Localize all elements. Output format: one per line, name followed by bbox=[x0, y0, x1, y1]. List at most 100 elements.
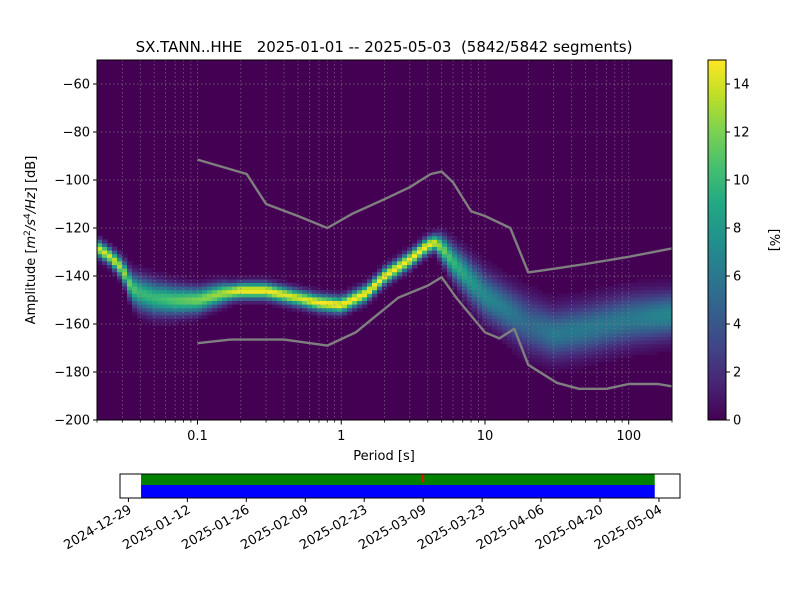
heat-cell bbox=[147, 297, 153, 301]
heat-cell bbox=[497, 282, 503, 287]
heat-cell bbox=[172, 286, 178, 291]
heat-cell bbox=[157, 286, 163, 291]
heat-cell bbox=[202, 279, 208, 283]
heat-cell bbox=[132, 279, 138, 283]
heat-cell bbox=[617, 322, 623, 327]
heat-cell bbox=[522, 343, 528, 348]
heat-cell bbox=[542, 361, 548, 366]
heat-cell bbox=[532, 293, 538, 298]
heat-cell bbox=[147, 311, 153, 316]
heat-cell bbox=[512, 293, 518, 298]
heat-cell bbox=[137, 311, 143, 316]
heat-cell bbox=[292, 286, 298, 291]
heat-cell bbox=[237, 275, 243, 280]
heat-cell bbox=[507, 315, 513, 319]
heat-cell bbox=[217, 279, 223, 283]
heat-cell bbox=[552, 333, 558, 337]
heat-cell bbox=[302, 289, 308, 294]
heat-cell bbox=[417, 243, 423, 247]
heat-cell bbox=[502, 322, 508, 327]
heat-cell bbox=[667, 336, 672, 341]
heat-cell bbox=[632, 315, 638, 319]
heat-cell bbox=[567, 358, 573, 363]
high-noise-model-curve bbox=[197, 158, 672, 274]
heat-cell bbox=[347, 307, 353, 312]
heat-cell bbox=[127, 289, 133, 294]
heat-cell bbox=[507, 279, 513, 283]
heat-cell bbox=[602, 336, 608, 341]
heat-cell bbox=[367, 275, 373, 280]
heat-cell bbox=[277, 282, 283, 287]
heat-cell bbox=[537, 315, 543, 319]
heat-cell bbox=[597, 300, 603, 305]
heat-cell bbox=[612, 304, 618, 309]
heat-cell bbox=[397, 250, 403, 255]
heat-cell bbox=[647, 325, 653, 330]
heat-cell bbox=[592, 343, 598, 348]
y-tick-label: −80 bbox=[63, 126, 90, 141]
heat-cell bbox=[512, 304, 518, 309]
heat-cell bbox=[452, 279, 458, 283]
heat-cell bbox=[472, 261, 478, 265]
heat-cell bbox=[627, 282, 633, 287]
heat-cell bbox=[117, 271, 123, 276]
heat-cell bbox=[327, 289, 333, 294]
heat-cell bbox=[142, 275, 148, 280]
heat-cell bbox=[522, 333, 528, 337]
heat-cell bbox=[587, 361, 593, 366]
heat-cell bbox=[512, 279, 518, 283]
heat-cell bbox=[647, 307, 653, 312]
heat-cell bbox=[422, 239, 428, 244]
heat-cell bbox=[627, 347, 633, 352]
heat-cell bbox=[497, 311, 503, 316]
heat-cell bbox=[612, 340, 618, 345]
heat-cell bbox=[557, 311, 563, 316]
heat-cell bbox=[137, 286, 143, 291]
heat-cell bbox=[662, 286, 668, 291]
heat-cell bbox=[262, 286, 268, 291]
heat-cell bbox=[502, 271, 508, 276]
heat-cell bbox=[637, 315, 643, 319]
heat-cell bbox=[637, 293, 643, 298]
heat-cell bbox=[147, 286, 153, 291]
heat-cell bbox=[397, 253, 403, 258]
heat-cell bbox=[367, 286, 373, 291]
heat-cell bbox=[387, 268, 393, 273]
heat-cell bbox=[132, 297, 138, 301]
heat-cell bbox=[582, 358, 588, 363]
heat-cell bbox=[472, 282, 478, 287]
heat-cell bbox=[357, 300, 363, 305]
heat-cell bbox=[457, 243, 463, 247]
heat-cell bbox=[357, 304, 363, 309]
heat-cell bbox=[632, 336, 638, 341]
heat-cell bbox=[237, 293, 243, 298]
heat-cell bbox=[492, 279, 498, 283]
heat-cell bbox=[652, 297, 658, 301]
heat-cell bbox=[597, 307, 603, 312]
heat-cell bbox=[602, 293, 608, 298]
heat-cell bbox=[462, 246, 468, 251]
heat-cell bbox=[242, 286, 248, 291]
heat-cell bbox=[522, 329, 528, 334]
heat-cell bbox=[177, 307, 183, 312]
heat-cell bbox=[97, 239, 103, 244]
heat-cell bbox=[582, 289, 588, 294]
heat-cell bbox=[652, 347, 658, 352]
heat-cell bbox=[522, 286, 528, 291]
heat-cell bbox=[482, 264, 488, 269]
heat-cell bbox=[182, 282, 188, 287]
heat-cell bbox=[422, 235, 428, 240]
heat-cell bbox=[137, 264, 143, 269]
heat-cell bbox=[172, 289, 178, 294]
heat-cell bbox=[652, 293, 658, 298]
heat-cell bbox=[577, 304, 583, 309]
heat-cell bbox=[542, 347, 548, 352]
heat-cell bbox=[622, 325, 628, 330]
colorbar-tick-label: 0 bbox=[733, 414, 741, 429]
heat-cell bbox=[477, 286, 483, 291]
heat-cell bbox=[497, 268, 503, 273]
heat-cell bbox=[417, 239, 423, 244]
heat-cell bbox=[587, 354, 593, 359]
heat-cell bbox=[637, 340, 643, 345]
